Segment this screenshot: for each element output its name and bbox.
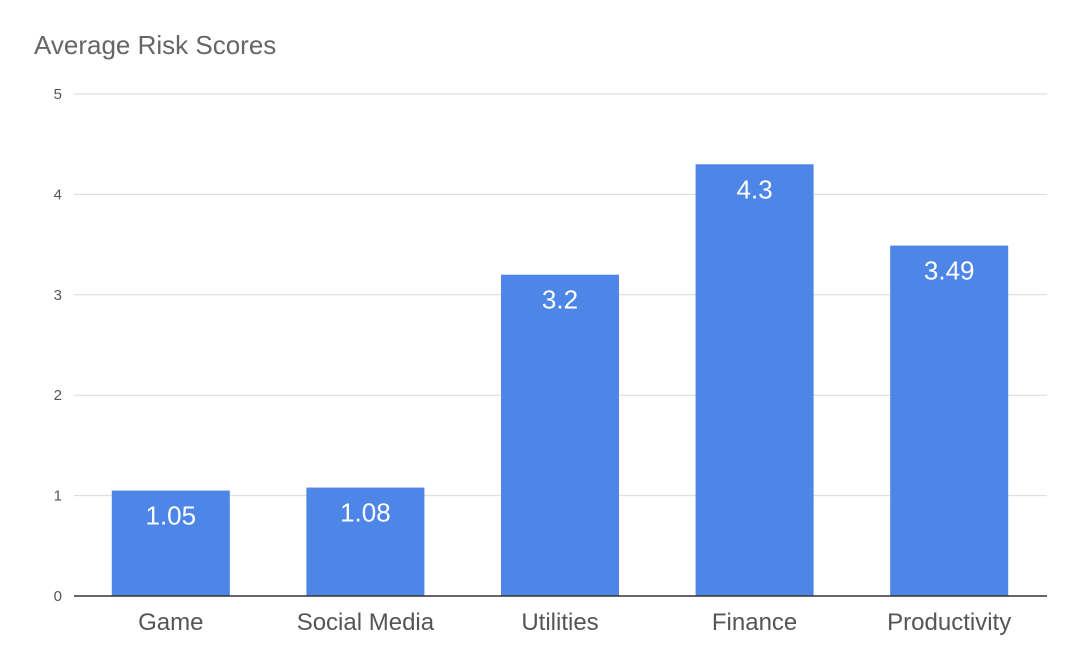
data-label: 3.2 (542, 285, 578, 315)
x-axis-categories: Game Social Media Utilities Finance Producti… (138, 609, 1011, 636)
x-category-label: Game (138, 609, 203, 636)
bars (111, 164, 1009, 596)
data-label: 4.3 (737, 174, 773, 204)
data-label: 1.08 (340, 498, 391, 528)
x-category-label: Finance (712, 609, 797, 636)
y-tick-label: 5 (54, 86, 62, 103)
bar (306, 487, 425, 596)
data-labels: 1.05 1.08 3.2 4.3 3.49 (145, 174, 974, 530)
y-tick-label: 2 (54, 387, 62, 404)
bar (111, 490, 230, 596)
bar (695, 164, 814, 596)
data-label: 3.49 (924, 256, 975, 286)
bar (501, 274, 619, 596)
x-category-label: Social Media (297, 609, 435, 636)
x-category-label: Utilities (521, 609, 598, 636)
y-tick-label: 4 (54, 186, 62, 203)
y-tick-label: 3 (54, 287, 62, 304)
data-label: 1.05 (145, 501, 196, 531)
chart-title: Average Risk Scores (34, 30, 277, 60)
y-tick-label: 1 (54, 488, 62, 505)
bar (890, 245, 1009, 596)
y-axis-ticks: 0 1 2 3 4 5 (54, 86, 62, 605)
y-tick-label: 0 (54, 588, 62, 605)
x-category-label: Productivity (887, 609, 1011, 636)
